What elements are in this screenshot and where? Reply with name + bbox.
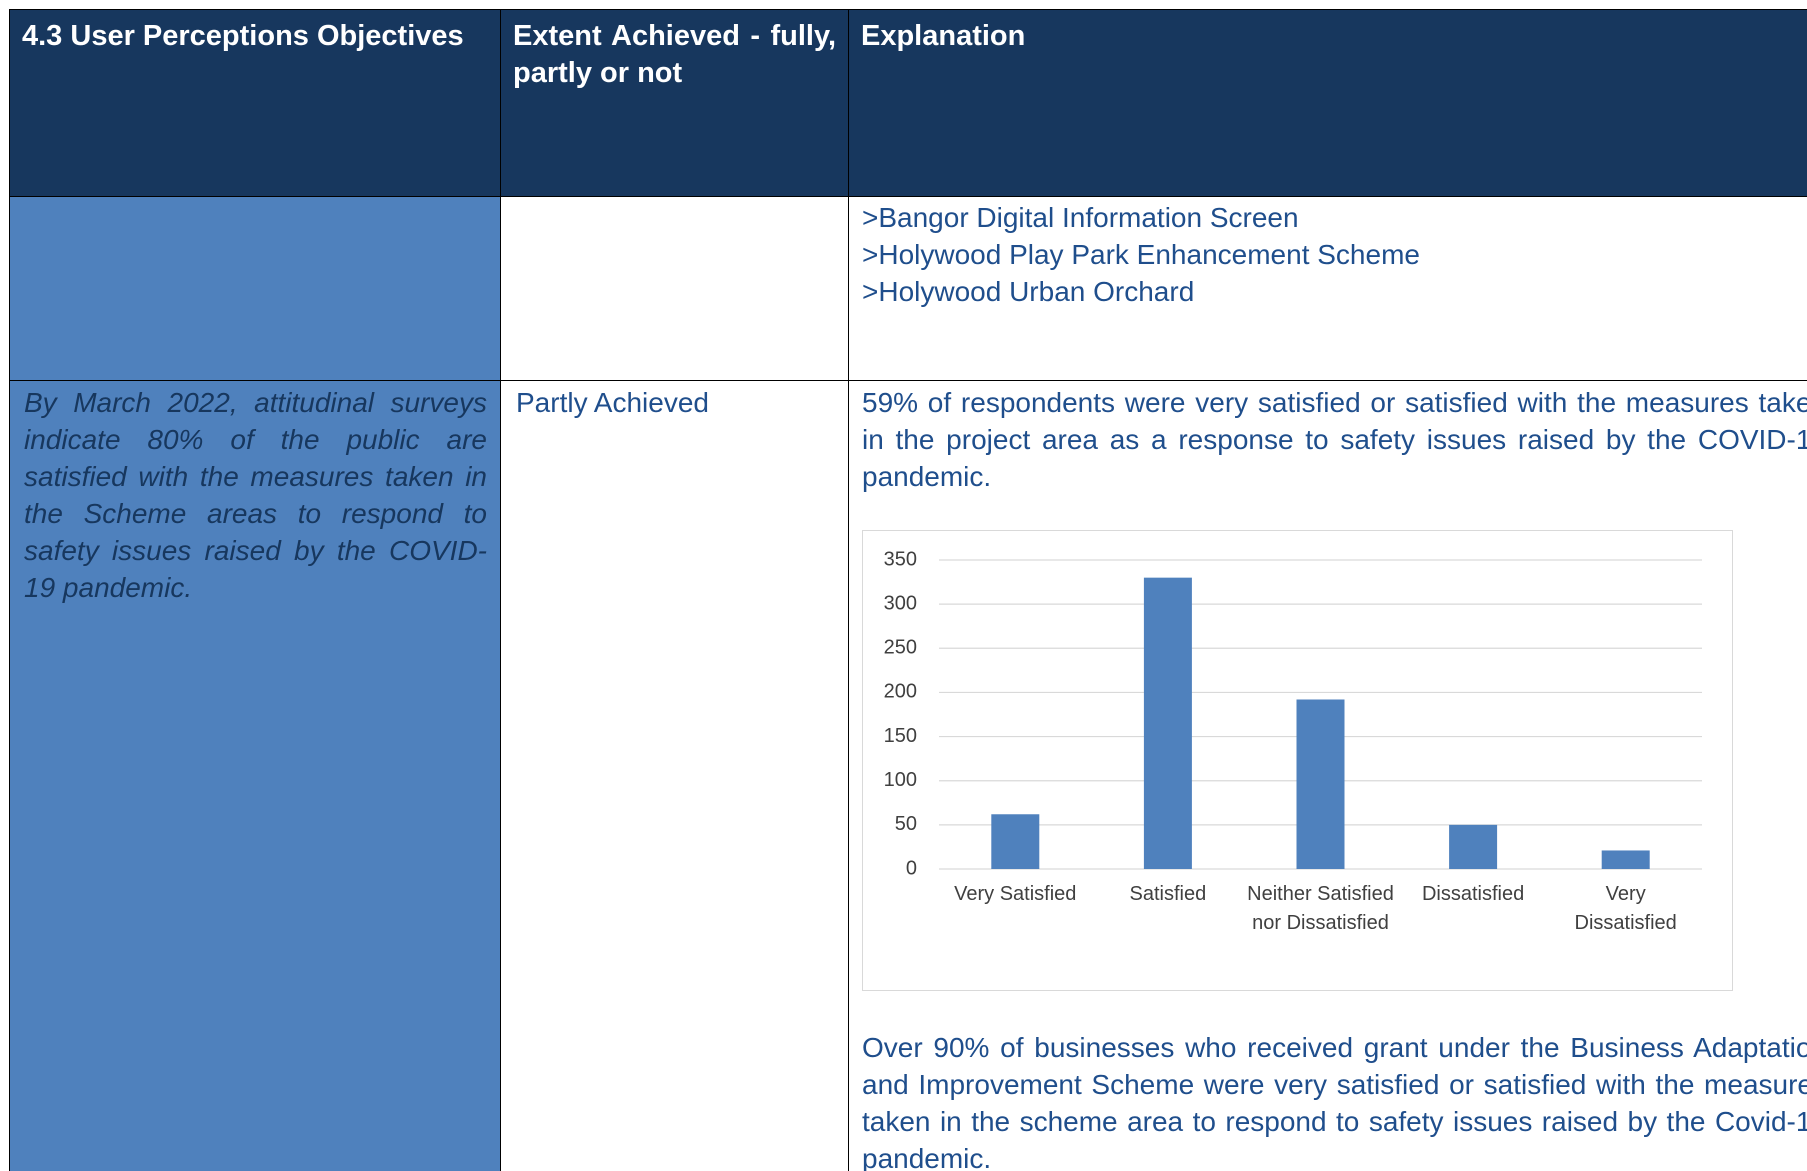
y-tick-label: 50: [895, 813, 917, 835]
y-tick-label: 100: [884, 769, 917, 791]
objective-cell: [9, 196, 501, 381]
y-tick-label: 0: [906, 857, 917, 879]
explanation-list: >Bangor Digital Information Screen >Holy…: [862, 199, 1420, 310]
x-tick-label: Very Satisfied: [954, 883, 1077, 905]
list-item: >Holywood Play Park Enhancement Scheme: [862, 239, 1420, 270]
chart-frame: [862, 530, 1733, 991]
bar: [1601, 850, 1650, 869]
x-tick-label: Neither Satisfied nor Dissatisfied: [1247, 883, 1394, 934]
x-tick-label: Dissatisfied: [1421, 883, 1525, 905]
bar: [1143, 577, 1192, 869]
header-text: 4.3 User Perceptions Objectives: [22, 20, 464, 52]
list-item: >Holywood Urban Orchard: [862, 276, 1195, 307]
objective-cell: [9, 380, 501, 1171]
list-item: >Bangor Digital Information Screen: [862, 202, 1299, 233]
bar: [1296, 699, 1345, 869]
header-text: Explanation: [861, 20, 1026, 52]
y-tick-label: 150: [884, 725, 917, 747]
explanation-cell: [848, 380, 1807, 1171]
y-tick-label: 300: [884, 592, 917, 614]
explanation-text: 59% of respondents were very satisfied o…: [862, 387, 1807, 492]
x-tick-label: Satisfied: [1129, 883, 1207, 905]
y-tick-label: 350: [884, 548, 917, 570]
y-tick-label: 250: [884, 637, 917, 659]
header-text: Extent Achieved - fully, partly or not: [513, 20, 836, 89]
bar: [1449, 824, 1498, 869]
x-tick-label: Very Dissatisfied: [1574, 883, 1677, 934]
extent-text: Partly Achieved: [516, 387, 709, 418]
objective-text: By March 2022, attitudinal surveys indic…: [24, 387, 487, 603]
header-cell: 4.3 User Perceptions Objectives: [9, 9, 501, 197]
explanation-text: Over 90% of businesses who received gran…: [862, 1032, 1807, 1171]
bar: [991, 814, 1040, 869]
header-cell: Explanation: [848, 9, 1807, 197]
y-tick-label: 200: [884, 681, 917, 703]
